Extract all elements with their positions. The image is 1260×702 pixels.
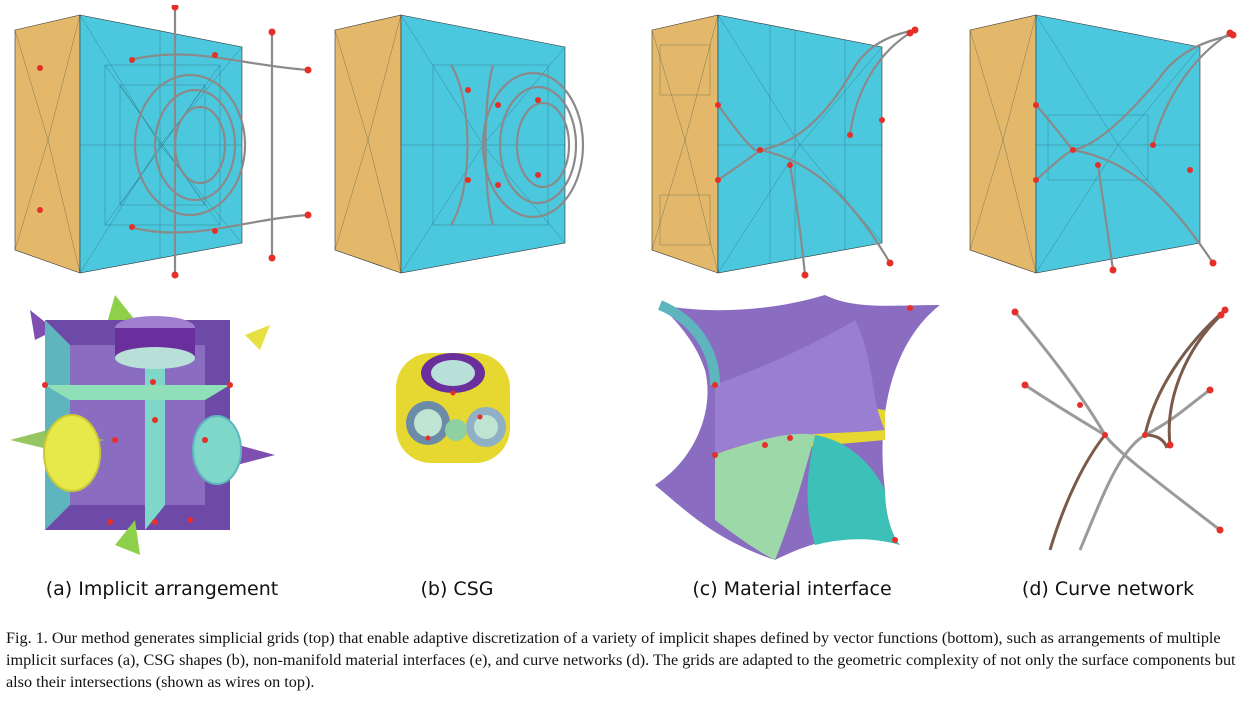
subcaption-b: (b) CSG [420,578,494,600]
subcaption-a: (a) Implicit arrangement [45,578,279,600]
grid-material-interface [651,14,919,279]
grid-implicit-arrangement [14,5,312,279]
grid-side-face [334,14,402,274]
subcaption-c: (c) Material interface [692,578,892,600]
grid-side-face [969,14,1037,274]
shape-curve-network [1011,306,1229,551]
shape-material-interface [655,295,940,560]
shape-implicit-arrangement [10,295,275,555]
grid-side-face [651,14,719,274]
grid-curve-network [969,14,1237,274]
shape-csg [396,353,510,463]
grid-csg [334,14,585,274]
figure-caption: Fig. 1. Our method generates simplicial … [6,629,1236,691]
subcaption-d: (d) Curve network [1021,578,1195,600]
